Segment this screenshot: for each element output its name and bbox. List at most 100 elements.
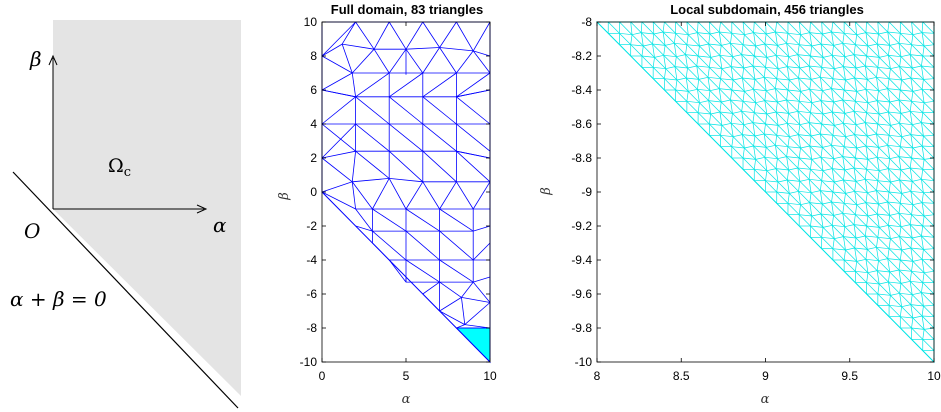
mesh-edge bbox=[834, 179, 844, 183]
mesh-edge bbox=[854, 134, 867, 147]
mesh-edge bbox=[899, 79, 902, 91]
mesh-edge bbox=[439, 21, 457, 48]
mesh-edge bbox=[809, 32, 813, 47]
mesh-edge bbox=[898, 213, 911, 225]
mesh-edge bbox=[899, 283, 902, 294]
mesh-edge bbox=[351, 48, 375, 74]
mesh-edge bbox=[741, 110, 755, 114]
mesh-edge bbox=[811, 76, 821, 80]
mesh-edge bbox=[341, 43, 353, 74]
mesh-edge bbox=[842, 146, 845, 157]
mesh-edge bbox=[742, 34, 745, 45]
mesh-edge bbox=[854, 191, 867, 203]
mesh-edge bbox=[901, 134, 911, 138]
mesh-edge bbox=[764, 76, 777, 80]
mesh-edge bbox=[619, 21, 633, 35]
mesh-edge bbox=[797, 54, 810, 67]
mesh-edge bbox=[854, 247, 868, 250]
mesh-edge bbox=[732, 54, 742, 58]
mesh-edge bbox=[754, 168, 767, 172]
mesh-edge bbox=[843, 79, 846, 91]
mesh-edge bbox=[889, 304, 902, 308]
mesh-edge bbox=[843, 123, 846, 137]
mesh-edge bbox=[887, 135, 890, 146]
mesh-edge bbox=[909, 167, 922, 180]
mesh-edge bbox=[754, 112, 766, 125]
mesh-edge bbox=[456, 150, 491, 183]
mesh-edge bbox=[764, 157, 768, 171]
mesh-edge bbox=[652, 33, 655, 45]
mesh-edge bbox=[709, 88, 720, 92]
mesh-edge bbox=[890, 66, 900, 70]
mesh-edge bbox=[923, 249, 935, 261]
mesh-edge bbox=[831, 111, 844, 124]
mesh-edge bbox=[685, 44, 688, 55]
mesh-edge bbox=[912, 258, 923, 262]
mesh-edge bbox=[912, 65, 922, 69]
mesh-edge bbox=[821, 113, 824, 125]
mesh-edge bbox=[764, 90, 767, 101]
mesh-edge bbox=[912, 32, 923, 36]
mesh-edge bbox=[831, 78, 834, 89]
mesh-edge bbox=[422, 96, 457, 125]
mesh-edge bbox=[899, 56, 902, 67]
mesh-edge bbox=[843, 179, 846, 194]
mesh-edge bbox=[776, 68, 779, 79]
mesh-edge bbox=[744, 32, 754, 36]
mesh-edge bbox=[810, 112, 822, 125]
mesh-edge bbox=[898, 156, 902, 171]
mesh-edge bbox=[899, 169, 902, 181]
mesh-edge bbox=[842, 156, 855, 169]
mesh-edge bbox=[855, 235, 866, 239]
mesh-edge bbox=[607, 21, 620, 34]
mesh-edge bbox=[855, 261, 858, 272]
mesh-edge bbox=[888, 54, 902, 58]
mesh-edge bbox=[662, 21, 665, 33]
mesh-edge bbox=[809, 135, 812, 147]
mesh-edge bbox=[877, 113, 880, 125]
mesh-edge bbox=[709, 123, 721, 136]
mesh-edge bbox=[899, 113, 902, 124]
mesh-edge bbox=[911, 100, 925, 104]
mesh-edge bbox=[810, 45, 813, 57]
mesh-edge bbox=[764, 157, 777, 169]
mesh-edge bbox=[845, 190, 855, 194]
mesh-edge bbox=[844, 146, 857, 149]
mesh-edge bbox=[687, 65, 697, 69]
y-tick-label: -9.4 bbox=[571, 253, 592, 267]
mesh-edge bbox=[855, 237, 868, 250]
mesh-edge bbox=[730, 33, 733, 44]
mesh-edge bbox=[789, 136, 801, 149]
mesh-edge bbox=[763, 133, 767, 148]
mesh-edge bbox=[898, 42, 912, 46]
mesh-edge bbox=[405, 181, 424, 210]
origin-label: O bbox=[24, 219, 40, 243]
mesh-edge bbox=[710, 54, 720, 58]
mesh-edge bbox=[742, 100, 756, 104]
mesh-edge bbox=[921, 259, 935, 272]
mesh-edge bbox=[766, 170, 779, 183]
mesh-edge bbox=[854, 191, 858, 205]
mesh-edge bbox=[799, 178, 810, 182]
mesh-edge bbox=[921, 79, 924, 90]
mesh-edge bbox=[865, 89, 869, 103]
mesh-edge bbox=[372, 230, 407, 261]
mesh-edge bbox=[867, 246, 877, 250]
mesh-edge bbox=[910, 191, 923, 203]
mesh-edge bbox=[843, 113, 846, 124]
mesh-edge bbox=[856, 91, 869, 103]
y-tick-label: -10 bbox=[575, 355, 593, 369]
mesh-edge bbox=[842, 156, 846, 171]
mesh-edge bbox=[797, 54, 811, 57]
mesh-edge bbox=[422, 181, 440, 210]
mesh-edge bbox=[888, 295, 891, 306]
mesh-edge bbox=[653, 33, 666, 46]
mesh-edge bbox=[833, 215, 846, 227]
mesh-edge bbox=[718, 31, 731, 44]
mesh-edge bbox=[910, 247, 914, 262]
mesh-edge bbox=[686, 101, 699, 113]
beta-axis-arrow bbox=[48, 54, 58, 66]
mesh-edge bbox=[888, 168, 900, 181]
mesh-edge bbox=[810, 159, 813, 170]
mesh-edge bbox=[832, 191, 846, 194]
